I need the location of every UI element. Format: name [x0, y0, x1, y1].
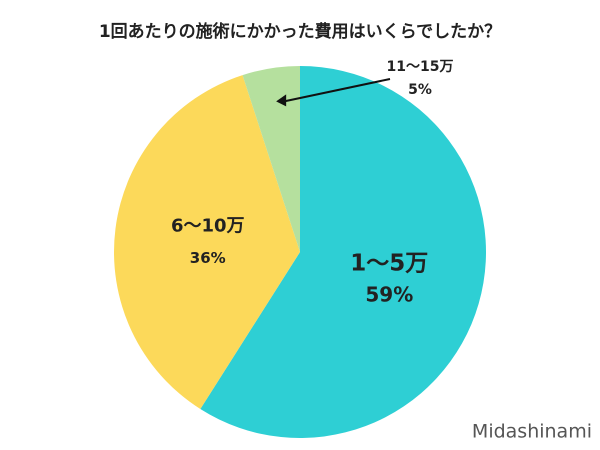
slice-label: 6〜10万: [171, 215, 245, 236]
value-label: 5%: [408, 82, 432, 98]
value-label: 59%: [365, 282, 413, 306]
value-label: 36%: [190, 249, 226, 267]
watermark: Midashinami: [472, 421, 592, 443]
pie-slice: [200, 66, 487, 439]
slice-label: 11〜15万: [387, 59, 454, 75]
pie-slice: [242, 66, 300, 252]
slice-label: 1〜5万: [350, 250, 428, 276]
arrow-head: [276, 94, 287, 107]
chart-title: 1回あたりの施術にかかった費用はいくらでしたか？: [99, 21, 501, 42]
leader-arrow: [283, 78, 391, 103]
pie-slice: [114, 75, 300, 410]
